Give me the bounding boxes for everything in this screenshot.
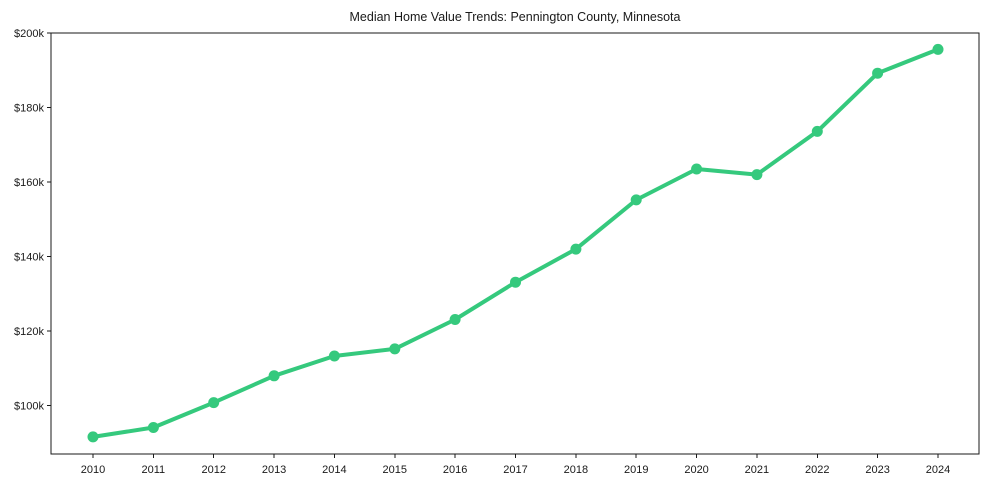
x-tick-label: 2020 (684, 464, 708, 476)
x-tick-label: 2021 (745, 464, 769, 476)
data-point-2017 (510, 276, 521, 288)
x-tick-label: 2013 (262, 464, 286, 476)
x-tick-label: 2011 (142, 464, 166, 476)
data-point-2018 (570, 243, 582, 255)
plot-border (50, 32, 980, 455)
x-tick-label: 2017 (503, 464, 527, 476)
data-point-2016 (449, 314, 461, 325)
x-tick-label: 2014 (322, 464, 346, 476)
data-point-2010 (87, 431, 99, 443)
data-point-2023 (872, 67, 884, 79)
y-tick-label: $180k (14, 103, 44, 115)
data-point-2014 (328, 350, 340, 362)
x-tick-label: 2024 (926, 464, 950, 476)
trend-line (91, 47, 940, 439)
data-point-2011 (147, 422, 159, 433)
y-tick-label: $120k (14, 326, 44, 338)
data-point-2013 (268, 370, 280, 382)
x-tick-label: 2023 (865, 464, 889, 476)
y-tick-label: $140k (14, 252, 44, 264)
chart-title: Median Home Value Trends: Pennington Cou… (350, 10, 681, 24)
x-tick-label: 2010 (81, 464, 105, 476)
x-tick-label: 2018 (564, 464, 588, 476)
data-point-2024 (932, 43, 944, 55)
data-point-2015 (389, 343, 401, 355)
data-point-2019 (630, 194, 642, 206)
data-point-2021 (751, 169, 763, 181)
y-tick-label: $160k (14, 177, 44, 189)
plot-area: $100k $120k $140k $160k $180k $200k 2010 2011 20… (14, 28, 980, 476)
x-tick-label: 2022 (805, 464, 829, 476)
data-point-2012 (208, 397, 220, 409)
x-tick-label: 2012 (201, 464, 225, 476)
x-tick-label: 2015 (383, 464, 407, 476)
x-tick-label: 2019 (624, 464, 648, 476)
data-point-2020 (691, 163, 703, 175)
y-tick-label: $200k (14, 28, 44, 40)
y-tick-label: $100k (14, 401, 44, 413)
data-point-2022 (811, 125, 823, 137)
x-tick-label: 2016 (443, 464, 467, 476)
